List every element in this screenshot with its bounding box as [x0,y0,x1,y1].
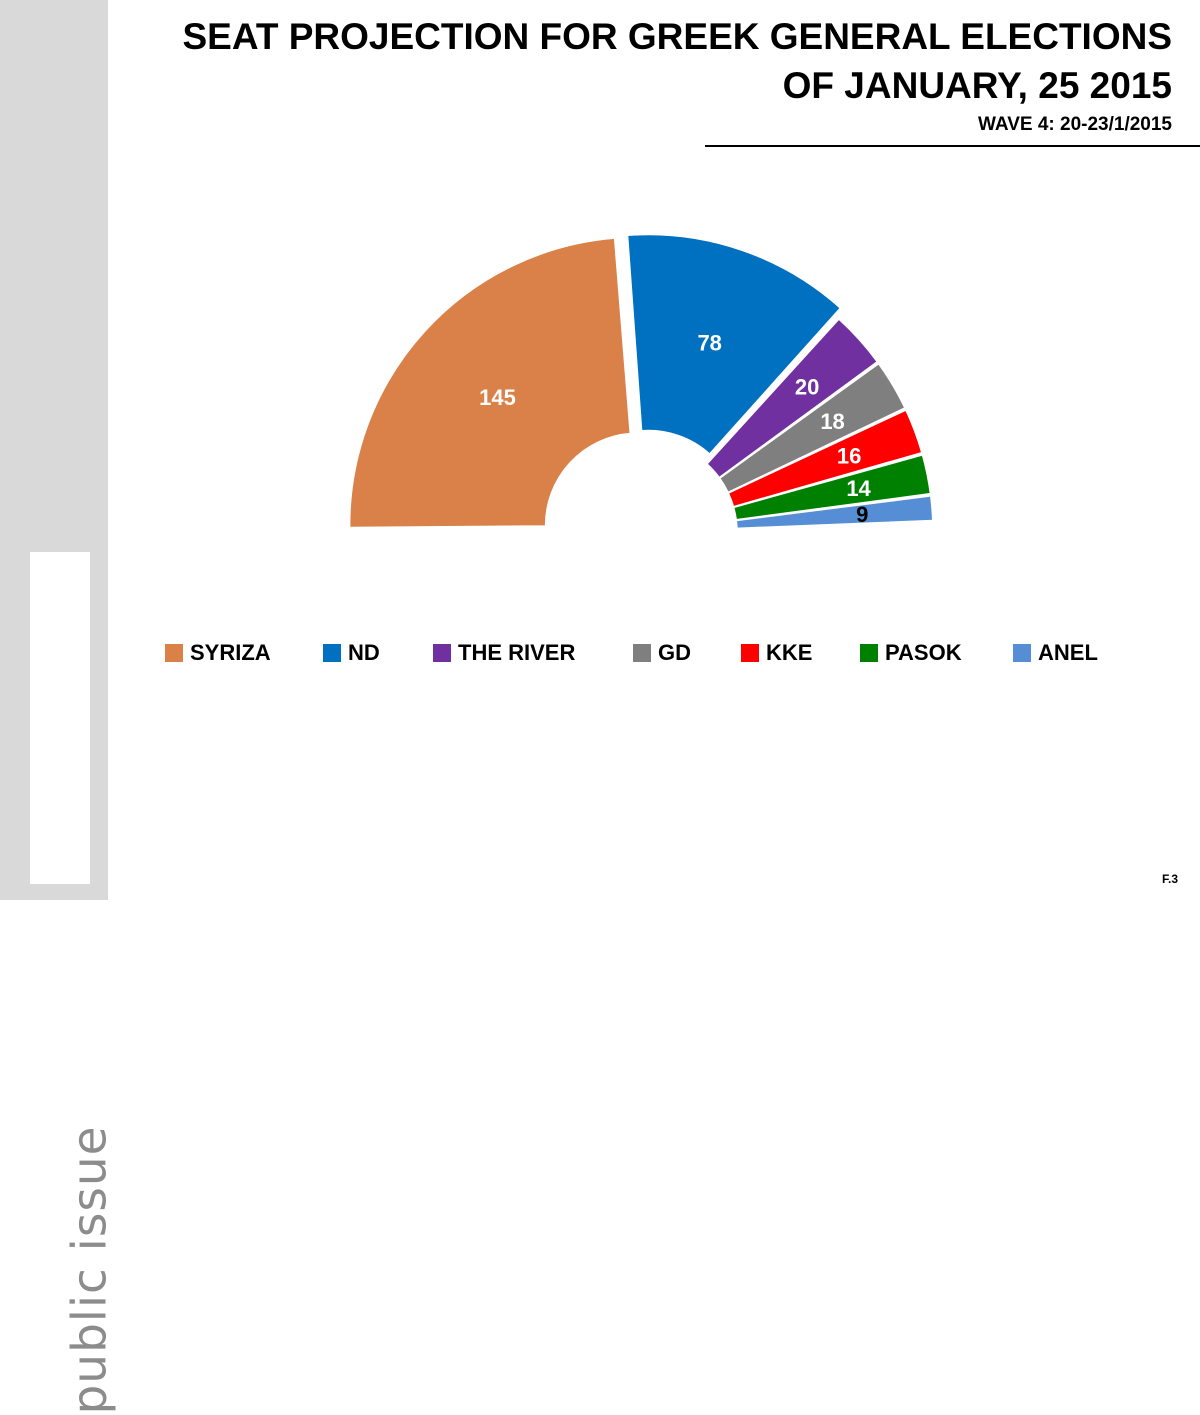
legend-swatch-nd [323,644,341,662]
legend-swatch-syriza [165,644,183,662]
data-label-syriza: 145 [479,385,516,410]
legend-label-nd: ND [348,640,380,665]
data-label-gd: 18 [820,409,844,434]
figure-code: F.3 [1161,872,1178,886]
legend-label-gd: GD [658,640,691,665]
slice-nd [626,233,842,456]
legend-label-pasok: PASOK [885,640,962,665]
legend-label-kke: KKE [766,640,813,665]
legend-item-nd: ND [323,640,380,666]
data-label-kke: 16 [837,444,861,469]
legend-swatch-kke [741,644,759,662]
legend-item-pasok: PASOK [860,640,962,666]
legend-item-anel: ANEL [1013,640,1098,666]
legend-label-the-river: THE RIVER [458,640,576,665]
legend-swatch-pasok [860,644,878,662]
legend-swatch-anel [1013,644,1031,662]
slice-the-river [705,317,879,479]
chart-legend: SYRIZA ND THE RIVER GD KKE PASOK ANEL [165,640,1125,670]
title-line-2: OF JANUARY, 25 2015 [782,65,1172,106]
legend-item-kke: KKE [741,640,812,666]
public-issue-logo: public issue [62,1125,118,1415]
data-label-pasok: 14 [846,476,871,501]
slice-anel [735,495,934,530]
legend-swatch-the-river [433,644,451,662]
data-label-anel: 9 [856,502,868,527]
legend-item-gd: GD [633,640,691,666]
legend-item-the-river: THE RIVER [433,640,575,666]
data-label-the-river: 20 [795,374,819,399]
left-sidebar: public issue [0,0,118,1415]
data-label-nd: 78 [697,331,721,356]
title-line-1: SEAT PROJECTION FOR GREEK GENERAL ELECTI… [182,16,1172,57]
legend-label-syriza: SYRIZA [190,640,271,665]
page-subtitle: WAVE 4: 20-23/1/2015 [978,114,1172,135]
slice-syriza [348,237,632,529]
legend-swatch-gd [633,644,651,662]
legend-label-anel: ANEL [1038,640,1098,665]
chart-slices [348,233,934,530]
legend-item-syriza: SYRIZA [165,640,271,666]
page-title: SEAT PROJECTION FOR GREEK GENERAL ELECTI… [132,12,1172,110]
title-divider [705,145,1200,147]
logo-box: public issue [30,552,118,1415]
